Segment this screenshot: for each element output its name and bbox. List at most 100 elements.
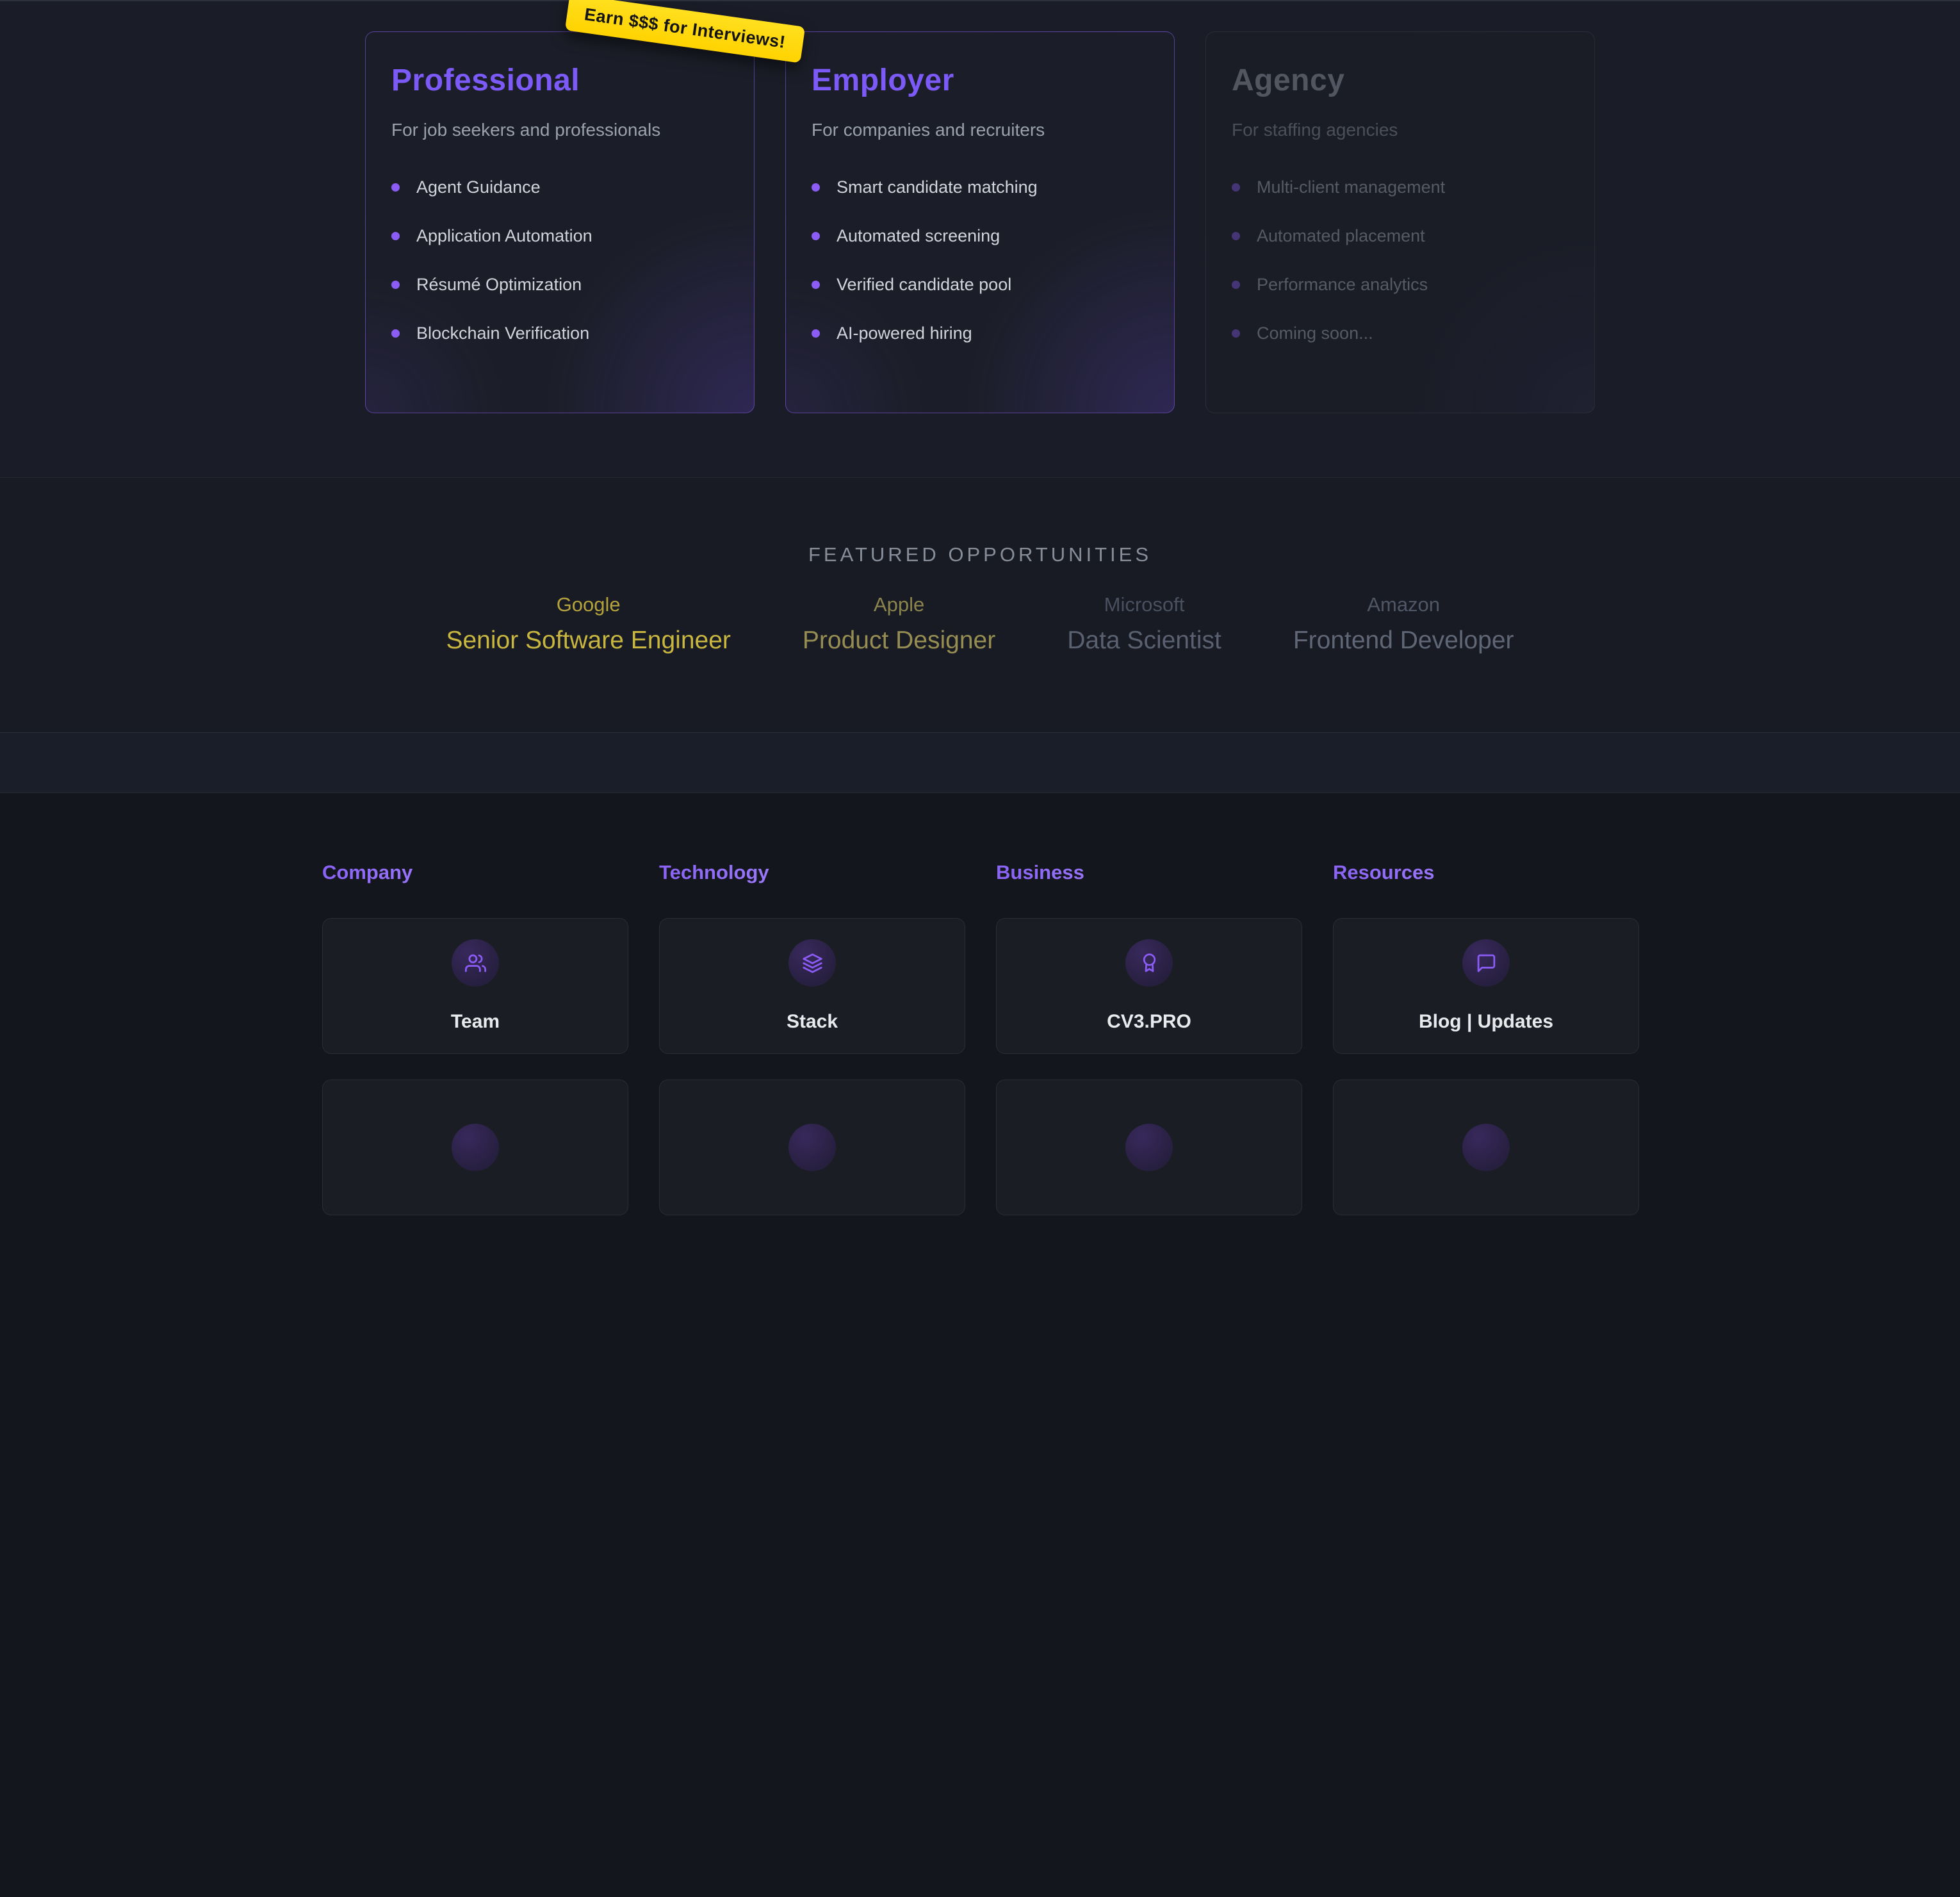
plan-feature: Smart candidate matching bbox=[812, 177, 1148, 197]
plan-feature-label: Multi-client management bbox=[1257, 177, 1446, 197]
plan-feature-list: Smart candidate matching Automated scree… bbox=[812, 177, 1148, 343]
icon-circle bbox=[452, 939, 499, 987]
bullet-icon bbox=[1232, 183, 1240, 192]
plan-feature: AI-powered hiring bbox=[812, 324, 1148, 343]
footer-column-header: Company bbox=[322, 861, 628, 884]
featured-company: Amazon bbox=[1367, 593, 1441, 616]
plan-feature-label: AI-powered hiring bbox=[837, 324, 972, 343]
featured-item-google[interactable]: Google Senior Software Engineer bbox=[446, 593, 730, 655]
plan-subtitle: For staffing agencies bbox=[1232, 120, 1398, 140]
plan-card-agency: Agency For staffing agencies Multi-clien… bbox=[1205, 31, 1595, 413]
featured-company: Google bbox=[556, 593, 621, 616]
bullet-icon bbox=[1232, 329, 1240, 338]
icon-circle bbox=[1462, 939, 1510, 987]
plan-feature: Application Automation bbox=[391, 226, 728, 246]
plans-row: Professional For job seekers and profess… bbox=[0, 1, 1960, 413]
bullet-icon bbox=[391, 329, 400, 338]
plan-feature: Performance analytics bbox=[1232, 275, 1569, 295]
bullet-icon bbox=[1232, 232, 1240, 240]
plan-feature: Résumé Optimization bbox=[391, 275, 728, 295]
footer-grid: Company Team Technology Stack bbox=[322, 861, 1960, 1215]
plan-title: Agency bbox=[1232, 63, 1345, 97]
plan-subtitle: For companies and recruiters bbox=[812, 120, 1045, 140]
footer-card-stack[interactable]: Stack bbox=[659, 918, 965, 1054]
footer-column-technology: Technology Stack bbox=[659, 861, 965, 1215]
plan-feature-label: Automated placement bbox=[1257, 226, 1425, 245]
icon-circle bbox=[788, 1124, 836, 1171]
footer-card-cv3pro[interactable]: CV3.PRO bbox=[996, 918, 1302, 1054]
plan-feature-label: Application Automation bbox=[416, 226, 592, 245]
plan-feature-label: Coming soon... bbox=[1257, 324, 1373, 343]
bullet-icon bbox=[391, 183, 400, 192]
footer-card-label: Team bbox=[450, 1011, 500, 1032]
plan-feature-list: Multi-client management Automated placem… bbox=[1232, 177, 1569, 343]
plan-feature: Blockchain Verification bbox=[391, 324, 728, 343]
plan-feature: Automated placement bbox=[1232, 226, 1569, 246]
plan-feature-label: Résumé Optimization bbox=[416, 275, 582, 294]
footer-column-header: Technology bbox=[659, 861, 965, 884]
bullet-icon bbox=[812, 232, 820, 240]
footer-column-header: Resources bbox=[1333, 861, 1639, 884]
featured-role: Frontend Developer bbox=[1293, 627, 1514, 654]
bullet-icon bbox=[812, 329, 820, 338]
message-icon bbox=[1477, 954, 1495, 972]
plan-feature: Multi-client management bbox=[1232, 177, 1569, 197]
featured-item-amazon[interactable]: Amazon Frontend Developer bbox=[1293, 593, 1514, 655]
footer-card-partial[interactable] bbox=[1333, 1080, 1639, 1215]
bullet-icon bbox=[812, 183, 820, 192]
bullet-icon bbox=[391, 281, 400, 289]
plan-feature: Coming soon... bbox=[1232, 324, 1569, 343]
footer-card-label: CV3.PRO bbox=[1107, 1011, 1191, 1032]
award-icon bbox=[1143, 953, 1156, 972]
users-icon bbox=[464, 954, 486, 972]
featured-company: Apple bbox=[873, 593, 925, 616]
plans-section: Earn $$$ for Interviews! Professional Fo… bbox=[0, 0, 1960, 477]
section-divider bbox=[0, 0, 1960, 1]
footer-card-label: Stack bbox=[786, 1011, 838, 1032]
bullet-icon bbox=[391, 232, 400, 240]
featured-item-microsoft[interactable]: Microsoft Data Scientist bbox=[1067, 593, 1221, 655]
featured-role: Product Designer bbox=[802, 627, 996, 654]
bullet-icon bbox=[812, 281, 820, 289]
plan-title: Professional bbox=[391, 63, 580, 97]
plan-feature-list: Agent Guidance Application Automation Ré… bbox=[391, 177, 728, 343]
footer-card-label: Blog | Updates bbox=[1418, 1011, 1554, 1032]
footer-card-partial[interactable] bbox=[322, 1080, 628, 1215]
featured-item-apple[interactable]: Apple Product Designer bbox=[803, 593, 995, 655]
plan-feature-label: Agent Guidance bbox=[416, 177, 541, 197]
featured-role: Data Scientist bbox=[1067, 627, 1221, 654]
plan-feature-label: Performance analytics bbox=[1257, 275, 1428, 294]
footer-card-partial[interactable] bbox=[996, 1080, 1302, 1215]
layers-icon bbox=[802, 953, 822, 973]
plan-feature: Automated screening bbox=[812, 226, 1148, 246]
plan-card-professional[interactable]: Professional For job seekers and profess… bbox=[365, 31, 755, 413]
plan-feature: Agent Guidance bbox=[391, 177, 728, 197]
plan-feature-label: Automated screening bbox=[837, 226, 1000, 245]
featured-role: Senior Software Engineer bbox=[446, 627, 731, 654]
featured-row: Google Senior Software Engineer Apple Pr… bbox=[0, 593, 1960, 655]
icon-circle bbox=[1462, 1124, 1510, 1171]
icon-circle bbox=[788, 939, 836, 987]
bullet-icon bbox=[1232, 281, 1240, 289]
plan-title: Employer bbox=[812, 63, 954, 97]
footer-column-company: Company Team bbox=[322, 861, 628, 1215]
footer-column-resources: Resources Blog | Updates bbox=[1333, 861, 1639, 1215]
footer-column-business: Business CV3.PRO bbox=[996, 861, 1302, 1215]
featured-opportunities-section: FEATURED OPPORTUNITIES Google Senior Sof… bbox=[0, 477, 1960, 732]
icon-circle bbox=[1125, 1124, 1173, 1171]
plan-feature-label: Smart candidate matching bbox=[837, 177, 1038, 197]
plan-card-employer[interactable]: Employer For companies and recruiters Sm… bbox=[785, 31, 1175, 413]
plan-feature: Verified candidate pool bbox=[812, 275, 1148, 295]
featured-heading: FEATURED OPPORTUNITIES bbox=[808, 543, 1152, 566]
footer-card-team[interactable]: Team bbox=[322, 918, 628, 1054]
site-footer: Company Team Technology Stack bbox=[0, 793, 1960, 1897]
plan-feature-label: Blockchain Verification bbox=[416, 324, 590, 343]
plan-subtitle: For job seekers and professionals bbox=[391, 120, 661, 140]
plan-feature-label: Verified candidate pool bbox=[837, 275, 1012, 294]
icon-circle bbox=[452, 1124, 499, 1171]
footer-card-partial[interactable] bbox=[659, 1080, 965, 1215]
footer-card-blog[interactable]: Blog | Updates bbox=[1333, 918, 1639, 1054]
footer-column-header: Business bbox=[996, 861, 1302, 884]
spacer-strip bbox=[0, 732, 1960, 793]
icon-circle bbox=[1125, 939, 1173, 987]
